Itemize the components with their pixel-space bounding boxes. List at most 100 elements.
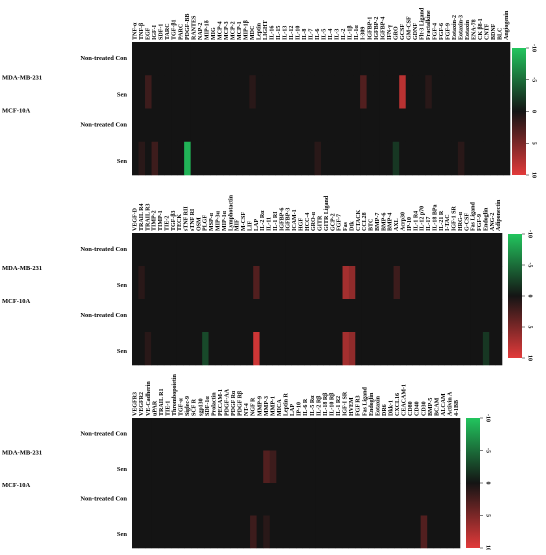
heatmap-cell (151, 450, 159, 484)
heatmap-cell (132, 332, 139, 366)
heatmap-cell (315, 450, 323, 484)
column-label: BMP-7 (375, 213, 381, 231)
heatmap-cell (406, 299, 413, 333)
heatmap-cell (489, 233, 496, 267)
heatmap-cell (197, 75, 204, 109)
heatmap-cell (294, 75, 302, 109)
column-label: VE-Cadherin (146, 381, 152, 416)
heatmap-cell (431, 233, 439, 267)
column-label: GCSF (400, 24, 406, 40)
heatmap-cell (420, 515, 428, 549)
heatmap-cell (334, 108, 341, 143)
heatmap-cell (490, 75, 498, 109)
heatmap-cell (202, 299, 209, 333)
heatmap-cell (425, 266, 433, 300)
heatmap-cell (399, 233, 407, 267)
heatmap-cell (368, 418, 376, 451)
heatmap-cell (420, 418, 428, 451)
heatmap-cell (407, 418, 415, 451)
heatmap-cell (230, 483, 238, 516)
heatmap-cell (482, 233, 490, 267)
column-label: LAP (254, 219, 260, 231)
heatmap-cell (407, 450, 415, 484)
heatmap-cell (464, 108, 472, 143)
heatmap-cell (145, 42, 152, 76)
heatmap-cell (431, 299, 439, 333)
heatmap-cell (221, 266, 228, 300)
heatmap-cell (268, 141, 276, 176)
heatmap-cell (203, 141, 211, 176)
colorbar (508, 234, 522, 358)
heatmap-cell (374, 418, 382, 451)
column-label: HRG-α (458, 211, 464, 231)
column-label: MIP-1α (222, 210, 228, 231)
heatmap-cell (272, 299, 280, 333)
column-label: BTC (369, 219, 375, 231)
heatmap-cell (314, 42, 322, 76)
column-label: GDNF (413, 23, 419, 40)
heatmap-cell (374, 450, 382, 484)
heatmap-cell (496, 108, 504, 143)
row-label: Sen (117, 531, 128, 538)
heatmap-cell (302, 483, 310, 516)
heatmap-cell (360, 141, 367, 176)
heatmap-cell (253, 332, 260, 366)
heatmap-cell (294, 108, 302, 143)
heatmap-cell (446, 450, 454, 484)
heatmap-cell (457, 42, 465, 76)
heatmap-cell (276, 450, 284, 484)
column-label: GRO-α (311, 211, 317, 231)
heatmap-cell (217, 515, 225, 549)
heatmap-cell (444, 42, 452, 76)
heatmap-cell (310, 299, 318, 333)
heatmap-cell (322, 483, 330, 516)
heatmap-cell (276, 483, 284, 516)
heatmap-cell (301, 108, 309, 143)
heatmap-cell (177, 418, 185, 451)
column-label: Eotaxin-3 (458, 15, 464, 40)
heatmap-cell (230, 418, 238, 451)
heatmap-cell (342, 299, 350, 333)
heatmap-cell (470, 108, 478, 143)
column-label: CNTF (485, 23, 491, 40)
heatmap-cell (327, 108, 335, 143)
heatmap-cell (177, 108, 185, 143)
heatmap-cell (151, 515, 159, 549)
heatmap-cell (464, 141, 472, 176)
heatmap-cell (427, 483, 435, 516)
column-label: IL-1 RI (273, 211, 279, 231)
heatmap-cell (296, 418, 303, 451)
heatmap-cell (463, 233, 471, 267)
heatmap-cell (171, 42, 178, 76)
column-label: CCL28 (362, 212, 368, 231)
heatmap-cell (321, 108, 328, 143)
colorbar-tick-label: 10 (527, 355, 533, 361)
heatmap-cell (334, 75, 341, 109)
heatmap-cell (496, 141, 504, 176)
heatmap-cell (348, 299, 356, 333)
heatmap-cell (322, 418, 330, 451)
heatmap-cell (374, 299, 382, 333)
column-label: Siglec-9 (185, 396, 191, 416)
heatmap-cell (361, 515, 369, 549)
heatmap-cell (210, 483, 218, 516)
heatmap-cell (223, 141, 231, 176)
heatmap-cell (197, 108, 204, 143)
heatmap-cell (393, 233, 401, 267)
column-label: SDF-1 (159, 24, 165, 40)
heatmap-cell (336, 299, 343, 333)
heatmap-cell (393, 266, 401, 300)
heatmap-cell (327, 75, 335, 109)
heatmap-cell (453, 450, 461, 484)
heatmap-cell (368, 515, 376, 549)
heatmap-cell (171, 108, 178, 143)
heatmap-cell (348, 418, 356, 451)
column-label: TGF-β1 (172, 20, 178, 41)
heatmap-cell (373, 141, 380, 176)
heatmap-cell (380, 233, 388, 267)
heatmap-cell (361, 483, 369, 516)
heatmap-cell (158, 108, 165, 143)
heatmap-cell (132, 450, 139, 484)
heatmap-cell (272, 332, 280, 366)
column-label: 4-1BB (454, 400, 460, 416)
